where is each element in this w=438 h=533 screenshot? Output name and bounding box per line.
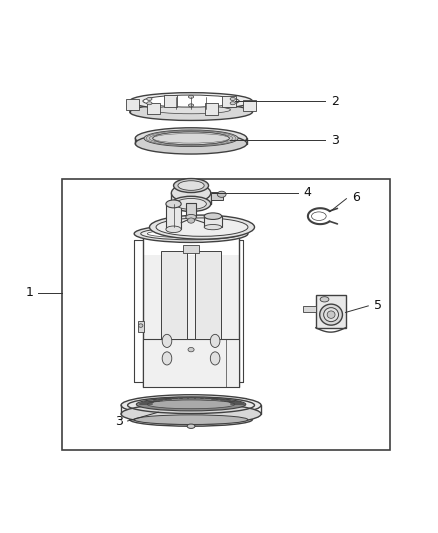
Ellipse shape <box>230 98 235 100</box>
Ellipse shape <box>121 403 261 424</box>
Bar <box>185 203 196 217</box>
Bar <box>204 216 221 227</box>
Bar <box>302 306 315 312</box>
Bar <box>194 251 221 338</box>
Bar <box>242 100 255 111</box>
Ellipse shape <box>204 224 221 230</box>
Bar <box>315 295 345 328</box>
Bar <box>222 96 235 108</box>
Bar <box>143 338 239 387</box>
Ellipse shape <box>162 352 171 365</box>
Ellipse shape <box>135 128 246 149</box>
Ellipse shape <box>210 334 219 348</box>
Ellipse shape <box>166 200 181 208</box>
Bar <box>126 99 139 110</box>
Bar <box>138 321 144 332</box>
Ellipse shape <box>173 179 208 192</box>
Ellipse shape <box>146 102 152 105</box>
Ellipse shape <box>130 103 252 120</box>
Ellipse shape <box>134 415 247 424</box>
Ellipse shape <box>217 191 226 197</box>
Ellipse shape <box>138 324 143 327</box>
Ellipse shape <box>147 400 234 409</box>
Ellipse shape <box>151 106 230 114</box>
Bar <box>182 246 199 253</box>
Ellipse shape <box>177 181 204 190</box>
Ellipse shape <box>134 225 247 243</box>
Ellipse shape <box>147 230 234 238</box>
Ellipse shape <box>323 308 338 321</box>
Ellipse shape <box>152 132 229 145</box>
Ellipse shape <box>155 218 247 236</box>
Ellipse shape <box>171 196 210 212</box>
Ellipse shape <box>143 95 239 107</box>
Text: 4: 4 <box>303 187 311 199</box>
Ellipse shape <box>135 133 246 154</box>
Text: 5: 5 <box>373 298 381 311</box>
Ellipse shape <box>136 398 245 411</box>
Text: 2: 2 <box>330 94 338 108</box>
Ellipse shape <box>188 95 193 98</box>
Bar <box>62 179 389 450</box>
Ellipse shape <box>166 226 181 232</box>
Ellipse shape <box>162 334 171 348</box>
Ellipse shape <box>185 214 196 220</box>
Text: 1: 1 <box>25 286 33 299</box>
Ellipse shape <box>210 352 219 365</box>
Text: 3: 3 <box>330 134 338 147</box>
Ellipse shape <box>171 184 210 202</box>
Ellipse shape <box>146 98 152 100</box>
Bar <box>143 255 239 387</box>
Ellipse shape <box>319 304 342 325</box>
Ellipse shape <box>187 218 194 223</box>
Ellipse shape <box>175 198 206 209</box>
Ellipse shape <box>149 215 254 239</box>
Ellipse shape <box>230 102 235 105</box>
Bar <box>164 95 177 107</box>
Ellipse shape <box>187 424 194 429</box>
Ellipse shape <box>319 297 328 302</box>
Bar <box>204 103 217 115</box>
Ellipse shape <box>121 395 261 416</box>
Bar <box>210 192 223 199</box>
Ellipse shape <box>204 213 221 220</box>
Text: 6: 6 <box>351 191 359 204</box>
Bar <box>160 251 187 338</box>
Ellipse shape <box>144 130 237 147</box>
Ellipse shape <box>130 93 252 109</box>
Ellipse shape <box>187 348 194 352</box>
Bar <box>171 193 210 204</box>
Bar <box>166 204 181 229</box>
Text: 3: 3 <box>115 415 123 429</box>
Ellipse shape <box>188 104 193 107</box>
Ellipse shape <box>326 311 334 318</box>
Ellipse shape <box>130 413 252 426</box>
Bar <box>146 102 159 114</box>
Bar <box>136 398 245 419</box>
Ellipse shape <box>141 228 241 240</box>
